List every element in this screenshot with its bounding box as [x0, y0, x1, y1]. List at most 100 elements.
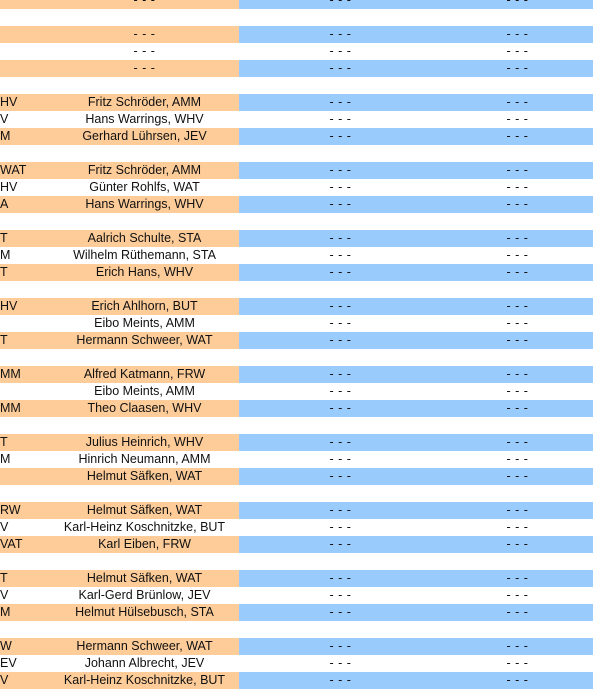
result-cell[interactable]: - - - — [239, 468, 442, 485]
result-cell[interactable]: - - - — [239, 434, 442, 451]
name-cell[interactable]: - - - — [50, 43, 239, 60]
result-cell[interactable]: - - - — [442, 26, 593, 43]
club-cell[interactable] — [0, 315, 50, 332]
club-cell[interactable]: W — [0, 638, 50, 655]
result-cell[interactable]: - - - — [239, 570, 442, 587]
result-cell[interactable]: - - - — [442, 162, 593, 179]
name-cell[interactable]: Karl-Gerd Brünlow, JEV — [50, 587, 239, 604]
name-cell[interactable]: Karl Eiben, FRW — [50, 536, 239, 553]
result-cell[interactable]: - - - — [239, 587, 442, 604]
result-cell[interactable]: - - - — [442, 519, 593, 536]
result-cell[interactable]: - - - — [239, 128, 442, 145]
name-cell[interactable]: Eibo Meints, AMM — [50, 315, 239, 332]
result-cell[interactable]: - - - — [442, 536, 593, 553]
result-cell[interactable]: - - - — [239, 502, 442, 519]
result-cell[interactable]: - - - — [239, 332, 442, 349]
name-cell[interactable]: - - - — [50, 0, 239, 9]
result-cell[interactable]: - - - — [239, 638, 442, 655]
result-cell[interactable]: - - - — [442, 43, 593, 60]
club-cell[interactable]: A — [0, 196, 50, 213]
name-cell[interactable]: Hermann Schweer, WAT — [50, 332, 239, 349]
result-cell[interactable]: - - - — [442, 60, 593, 77]
result-cell[interactable]: - - - — [442, 655, 593, 672]
name-cell[interactable]: Eibo Meints, AMM — [50, 383, 239, 400]
club-cell[interactable]: RW — [0, 502, 50, 519]
result-cell[interactable]: - - - — [239, 298, 442, 315]
club-cell[interactable]: T — [0, 570, 50, 587]
result-cell[interactable]: - - - — [442, 111, 593, 128]
name-cell[interactable]: - - - — [50, 60, 239, 77]
name-cell[interactable]: Günter Rohlfs, WAT — [50, 179, 239, 196]
name-cell[interactable]: Hermann Schweer, WAT — [50, 638, 239, 655]
name-cell[interactable]: Wilhelm Rüthemann, STA — [50, 247, 239, 264]
club-cell[interactable]: MM — [0, 366, 50, 383]
club-cell[interactable] — [0, 383, 50, 400]
result-cell[interactable]: - - - — [239, 315, 442, 332]
result-cell[interactable]: - - - — [239, 230, 442, 247]
result-cell[interactable]: - - - — [442, 0, 593, 9]
name-cell[interactable]: Theo Claasen, WHV — [50, 400, 239, 417]
result-cell[interactable]: - - - — [442, 94, 593, 111]
club-cell[interactable]: HV — [0, 94, 50, 111]
club-cell[interactable]: M — [0, 604, 50, 621]
club-cell[interactable]: T — [0, 264, 50, 281]
result-cell[interactable]: - - - — [239, 94, 442, 111]
club-cell[interactable]: M — [0, 247, 50, 264]
result-cell[interactable]: - - - — [442, 672, 593, 689]
name-cell[interactable]: Helmut Säfken, WAT — [50, 570, 239, 587]
name-cell[interactable]: Hans Warrings, WHV — [50, 111, 239, 128]
result-cell[interactable]: - - - — [239, 179, 442, 196]
club-cell[interactable] — [0, 60, 50, 77]
result-cell[interactable]: - - - — [442, 383, 593, 400]
name-cell[interactable]: Karl-Heinz Koschnitzke, BUT — [50, 672, 239, 689]
result-cell[interactable]: - - - — [239, 519, 442, 536]
result-cell[interactable]: - - - — [239, 247, 442, 264]
club-cell[interactable]: V — [0, 111, 50, 128]
result-cell[interactable]: - - - — [239, 383, 442, 400]
result-cell[interactable]: - - - — [442, 468, 593, 485]
result-cell[interactable]: - - - — [442, 179, 593, 196]
result-cell[interactable]: - - - — [442, 264, 593, 281]
club-cell[interactable]: VAT — [0, 536, 50, 553]
result-cell[interactable]: - - - — [442, 366, 593, 383]
result-cell[interactable]: - - - — [239, 264, 442, 281]
name-cell[interactable]: Julius Heinrich, WHV — [50, 434, 239, 451]
name-cell[interactable]: Johann Albrecht, JEV — [50, 655, 239, 672]
name-cell[interactable]: Aalrich Schulte, STA — [50, 230, 239, 247]
result-cell[interactable]: - - - — [442, 128, 593, 145]
club-cell[interactable]: V — [0, 672, 50, 689]
club-cell[interactable] — [0, 43, 50, 60]
result-cell[interactable]: - - - — [239, 604, 442, 621]
result-cell[interactable]: - - - — [239, 26, 442, 43]
name-cell[interactable]: Erich Hans, WHV — [50, 264, 239, 281]
club-cell[interactable]: HV — [0, 298, 50, 315]
club-cell[interactable]: MM — [0, 400, 50, 417]
name-cell[interactable]: Gerhard Lührsen, JEV — [50, 128, 239, 145]
result-cell[interactable]: - - - — [442, 434, 593, 451]
result-cell[interactable]: - - - — [442, 315, 593, 332]
result-cell[interactable]: - - - — [239, 400, 442, 417]
result-cell[interactable]: - - - — [442, 400, 593, 417]
result-cell[interactable]: - - - — [239, 196, 442, 213]
name-cell[interactable]: Helmut Säfken, WAT — [50, 468, 239, 485]
result-cell[interactable]: - - - — [442, 604, 593, 621]
result-cell[interactable]: - - - — [442, 638, 593, 655]
club-cell[interactable]: T — [0, 332, 50, 349]
name-cell[interactable]: - - - — [50, 26, 239, 43]
result-cell[interactable]: - - - — [239, 60, 442, 77]
name-cell[interactable]: Hans Warrings, WHV — [50, 196, 239, 213]
name-cell[interactable]: Fritz Schröder, AMM — [50, 162, 239, 179]
club-cell[interactable]: EV — [0, 655, 50, 672]
club-cell[interactable]: M — [0, 451, 50, 468]
name-cell[interactable]: Alfred Katmann, FRW — [50, 366, 239, 383]
name-cell[interactable]: Hinrich Neumann, AMM — [50, 451, 239, 468]
club-cell[interactable]: WAT — [0, 162, 50, 179]
result-cell[interactable]: - - - — [442, 332, 593, 349]
result-cell[interactable]: - - - — [239, 366, 442, 383]
result-cell[interactable]: - - - — [442, 298, 593, 315]
result-cell[interactable]: - - - — [442, 451, 593, 468]
name-cell[interactable]: Helmut Säfken, WAT — [50, 502, 239, 519]
result-cell[interactable]: - - - — [442, 570, 593, 587]
name-cell[interactable]: Helmut Hülsebusch, STA — [50, 604, 239, 621]
result-cell[interactable]: - - - — [239, 0, 442, 9]
